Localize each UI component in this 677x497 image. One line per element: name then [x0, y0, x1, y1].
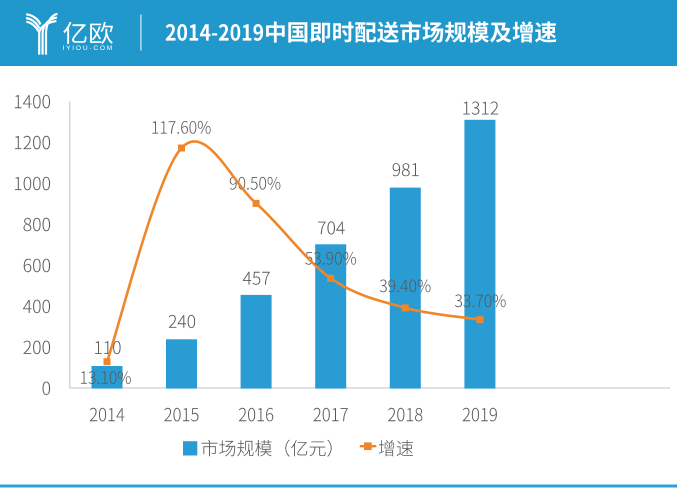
svg-text:IYIOU·COM: IYIOU·COM — [63, 45, 113, 52]
